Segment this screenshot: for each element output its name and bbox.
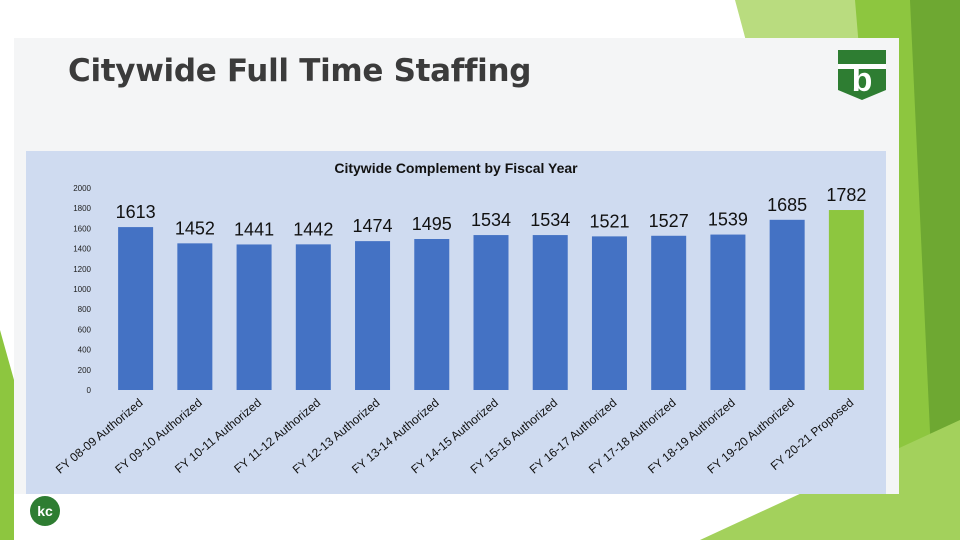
y-axis: 0 200 400 600 800 1000 1200 1400 1600 1800 2000 xyxy=(73,184,91,395)
data-label: 1452 xyxy=(175,218,215,238)
slide-title: Citywide Full Time Staffing xyxy=(68,53,532,89)
bar xyxy=(177,243,213,390)
footer-logo-circle xyxy=(30,496,60,526)
green-shard-front xyxy=(910,0,960,540)
bar xyxy=(651,235,687,390)
y-tick-label: 2000 xyxy=(73,184,91,193)
bar xyxy=(414,239,450,390)
y-tick-label: 400 xyxy=(78,346,92,355)
y-tick-label: 1000 xyxy=(73,285,91,294)
bar-chart: Citywide Complement by Fiscal Year 0 200 4… xyxy=(53,160,867,477)
green-accent-left xyxy=(0,330,14,540)
bar xyxy=(295,244,331,390)
y-tick-label: 1600 xyxy=(73,224,91,233)
data-label: 1521 xyxy=(589,211,629,231)
bar xyxy=(236,244,272,390)
bar xyxy=(828,210,864,390)
data-label: 1495 xyxy=(412,214,452,234)
y-tick-label: 0 xyxy=(87,386,92,395)
bar xyxy=(769,219,805,390)
data-label: 1782 xyxy=(826,185,866,205)
data-label: 1534 xyxy=(471,210,511,230)
bar xyxy=(532,235,568,390)
data-label: 1685 xyxy=(767,195,807,215)
y-tick-label: 800 xyxy=(78,305,92,314)
footer-logo-text: kc xyxy=(37,503,53,519)
bar xyxy=(355,241,391,390)
brand-logo-stripe xyxy=(838,64,886,69)
data-label: 1613 xyxy=(116,202,156,222)
brand-logo: b xyxy=(838,50,886,100)
slide-content: Citywide Complement by Fiscal Year 0 200 4… xyxy=(14,38,899,494)
y-tick-label: 1200 xyxy=(73,265,91,274)
data-label: 1442 xyxy=(293,219,333,239)
bar xyxy=(473,235,509,390)
bar xyxy=(591,236,627,390)
bars xyxy=(118,210,864,390)
data-label: 1534 xyxy=(530,210,570,230)
y-tick-label: 1400 xyxy=(73,245,91,254)
chart-title: Citywide Complement by Fiscal Year xyxy=(334,160,578,176)
brand-logo-badge xyxy=(838,50,886,100)
y-tick-label: 600 xyxy=(78,325,92,334)
footer-logo: kc xyxy=(30,496,60,526)
bar xyxy=(710,234,746,390)
data-label: 1539 xyxy=(708,210,748,230)
chart-panel: Citywide Complement by Fiscal Year 0 200 4… xyxy=(26,151,886,494)
data-label: 1441 xyxy=(234,219,274,239)
y-tick-label: 200 xyxy=(78,366,92,375)
bar xyxy=(118,227,154,390)
data-label: 1474 xyxy=(353,216,393,236)
y-tick-label: 1800 xyxy=(73,204,91,213)
data-label: 1527 xyxy=(649,211,689,231)
brand-logo-letter: b xyxy=(852,61,873,99)
data-labels: 1613 1452 1441 1442 1474 1495 1534 1534 1521 1527… xyxy=(116,185,867,239)
